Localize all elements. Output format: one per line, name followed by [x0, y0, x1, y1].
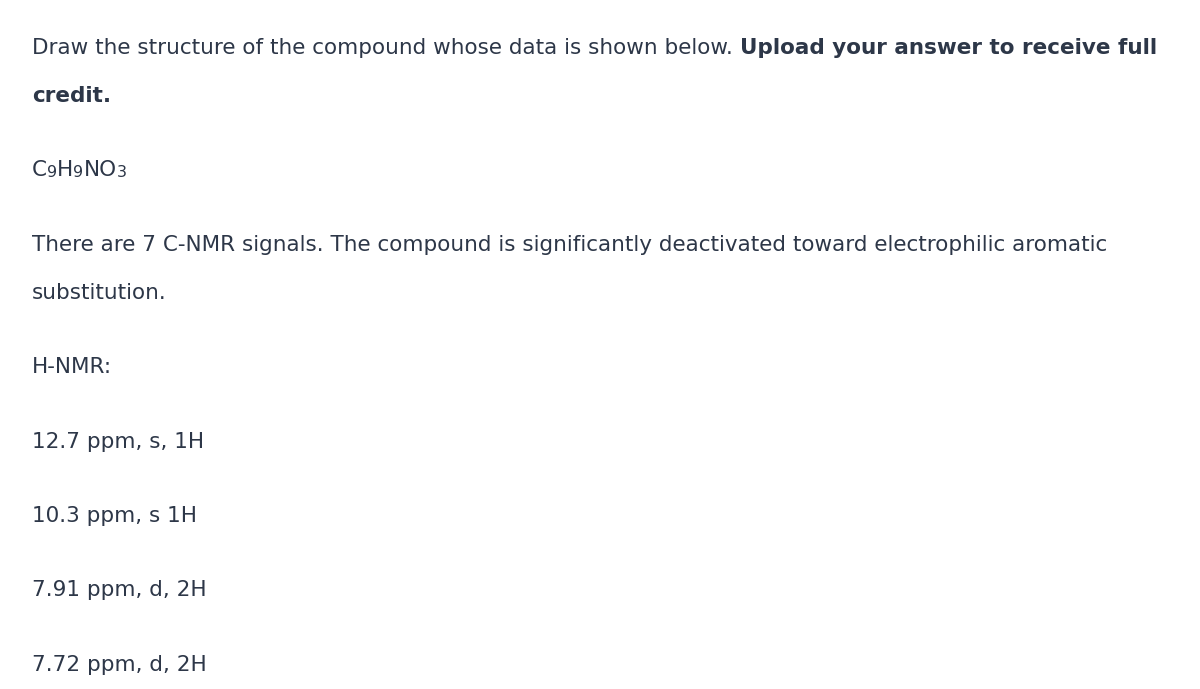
Text: substitution.: substitution.: [32, 282, 167, 302]
Text: credit.: credit.: [32, 86, 112, 106]
Text: 12.7 ppm, s, 1H: 12.7 ppm, s, 1H: [32, 431, 204, 451]
Text: 3: 3: [116, 165, 127, 181]
Text: 7.91 ppm, d, 2H: 7.91 ppm, d, 2H: [32, 580, 206, 600]
Text: 7.72 ppm, d, 2H: 7.72 ppm, d, 2H: [32, 655, 206, 675]
Text: H-NMR:: H-NMR:: [32, 357, 112, 377]
Text: 9: 9: [47, 165, 58, 181]
Text: Draw the structure of the compound whose data is shown below.: Draw the structure of the compound whose…: [32, 38, 739, 58]
Text: 9: 9: [73, 165, 84, 181]
Text: NO: NO: [84, 161, 116, 181]
Text: C: C: [32, 161, 47, 181]
Text: There are 7 C-NMR signals. The compound is significantly deactivated toward elec: There are 7 C-NMR signals. The compound …: [32, 235, 1108, 255]
Text: Upload your answer to receive full: Upload your answer to receive full: [739, 38, 1157, 58]
Text: H: H: [58, 161, 73, 181]
Text: 10.3 ppm, s 1H: 10.3 ppm, s 1H: [32, 506, 197, 526]
